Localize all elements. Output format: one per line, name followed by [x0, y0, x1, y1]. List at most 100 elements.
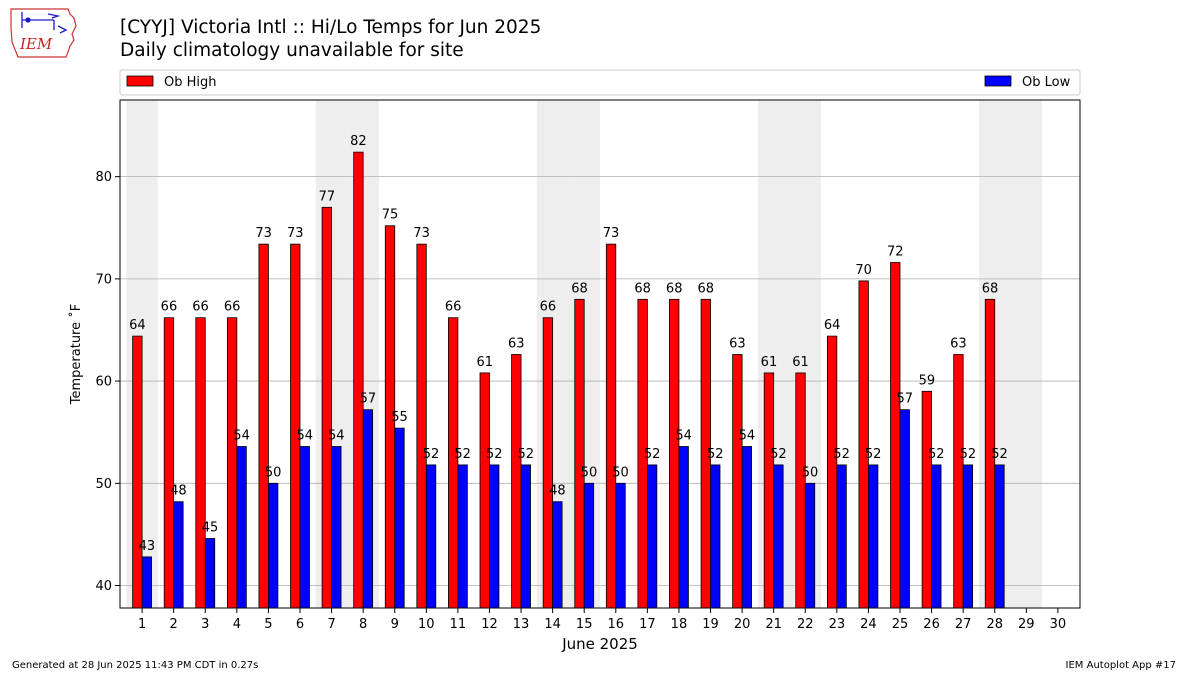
- bar-label-low: 48: [549, 484, 566, 499]
- x-tick-label: 25: [892, 617, 909, 632]
- bar-low: [457, 464, 468, 609]
- weather-station-icon: [21, 12, 68, 34]
- x-tick-label: 12: [481, 617, 498, 632]
- y-tick-label: 60: [95, 375, 112, 390]
- bar-label-high: 68: [634, 281, 651, 296]
- bar-label-low: 48: [170, 484, 187, 499]
- x-tick-label: 16: [608, 617, 625, 632]
- bar-low: [552, 501, 563, 609]
- bar-high: [732, 354, 743, 609]
- bar-label-high: 82: [350, 134, 367, 149]
- x-tick-label: 7: [327, 617, 335, 632]
- x-axis-label: June 2025: [561, 635, 638, 653]
- bar-high: [479, 372, 490, 609]
- bar-label-low: 54: [675, 429, 692, 444]
- legend-label-low: Ob Low: [1022, 75, 1071, 90]
- generated-footer: Generated at 28 Jun 2025 11:43 PM CDT in…: [12, 660, 259, 671]
- bar-label-high: 68: [982, 281, 999, 296]
- x-tick-label: 9: [391, 617, 399, 632]
- x-tick-label: 18: [671, 617, 688, 632]
- bar-label-low: 57: [896, 392, 913, 407]
- bar-label-low: 57: [360, 392, 377, 407]
- x-tick-label: 30: [1050, 617, 1067, 632]
- bar-high: [511, 354, 522, 609]
- bar-high: [890, 262, 901, 609]
- logo-text: IEM: [19, 35, 53, 53]
- x-tick-label: 10: [418, 617, 435, 632]
- x-tick-label: 14: [544, 617, 561, 632]
- x-tick-label: 19: [702, 617, 719, 632]
- bar-label-high: 70: [855, 263, 872, 278]
- bar-label-high: 68: [698, 281, 715, 296]
- bar-label-low: 52: [518, 447, 535, 462]
- x-tick-label: 1: [138, 617, 146, 632]
- bar-high: [826, 335, 838, 609]
- bar-label-high: 75: [382, 208, 399, 223]
- x-tick-label: 13: [513, 617, 530, 632]
- x-tick-label: 4: [233, 617, 241, 632]
- bar-high: [605, 243, 617, 609]
- bar-label-low: 50: [265, 465, 282, 480]
- bar-label-low: 52: [644, 447, 661, 462]
- x-tick-label: 2: [170, 617, 178, 632]
- weekend-band: [1010, 100, 1043, 608]
- bar-label-high: 61: [476, 355, 493, 370]
- bar-label-high: 68: [571, 281, 588, 296]
- bar-label-high: 63: [729, 337, 746, 352]
- bar-low: [962, 464, 974, 609]
- bar-low: [268, 482, 279, 609]
- x-tick-label: 20: [734, 617, 751, 632]
- bar-high: [953, 354, 964, 609]
- bar-high: [669, 298, 680, 609]
- bar-label-high: 66: [224, 300, 241, 315]
- bar-low: [425, 464, 437, 609]
- bar-low: [173, 501, 184, 609]
- x-tick-label: 8: [359, 617, 367, 632]
- bar-low: [394, 427, 405, 609]
- bar-low: [710, 464, 721, 609]
- bar-high: [921, 390, 932, 609]
- bar-high: [542, 317, 554, 609]
- x-tick-label: 22: [797, 617, 814, 632]
- x-tick-label: 3: [201, 617, 209, 632]
- legend-label-high: Ob High: [164, 75, 217, 90]
- x-tick-label: 26: [923, 617, 940, 632]
- x-tick-label: 21: [765, 617, 782, 632]
- legend: Ob High Ob Low: [119, 69, 1081, 96]
- bar-low: [678, 446, 689, 609]
- bar-high: [763, 372, 775, 609]
- bar-low: [646, 464, 658, 609]
- x-tick-label: 6: [296, 617, 304, 632]
- bar-label-high: 63: [950, 337, 967, 352]
- x-tick-label: 17: [639, 617, 656, 632]
- bar-high: [353, 151, 364, 609]
- bar-high: [258, 243, 269, 609]
- bar-label-high: 73: [413, 226, 430, 241]
- bar-low: [583, 482, 595, 609]
- x-tick-label: 28: [986, 617, 1003, 632]
- bar-label-low: 54: [296, 429, 313, 444]
- bar-label-high: 64: [129, 318, 146, 333]
- bar-low: [489, 464, 500, 609]
- bar-high: [226, 317, 238, 609]
- bar-label-high: 73: [287, 226, 304, 241]
- bar-high: [795, 372, 806, 609]
- bar-label-low: 54: [233, 429, 250, 444]
- bar-low: [931, 464, 942, 609]
- bar-label-low: 50: [581, 465, 598, 480]
- bar-label-high: 73: [255, 226, 272, 241]
- x-tick-label: 11: [450, 617, 467, 632]
- bar-high: [163, 317, 175, 609]
- bar-low: [141, 556, 152, 609]
- bar-low: [773, 464, 784, 609]
- bar-label-low: 43: [139, 539, 156, 554]
- bar-low: [804, 482, 816, 609]
- chart-subtitle: Daily climatology unavailable for site: [120, 40, 464, 61]
- bar-label-low: 45: [202, 520, 219, 535]
- bar-low: [299, 446, 310, 609]
- bar-label-low: 52: [991, 447, 1008, 462]
- bar-low: [836, 464, 847, 609]
- bar-label-low: 54: [328, 429, 345, 444]
- bar-low: [899, 409, 910, 609]
